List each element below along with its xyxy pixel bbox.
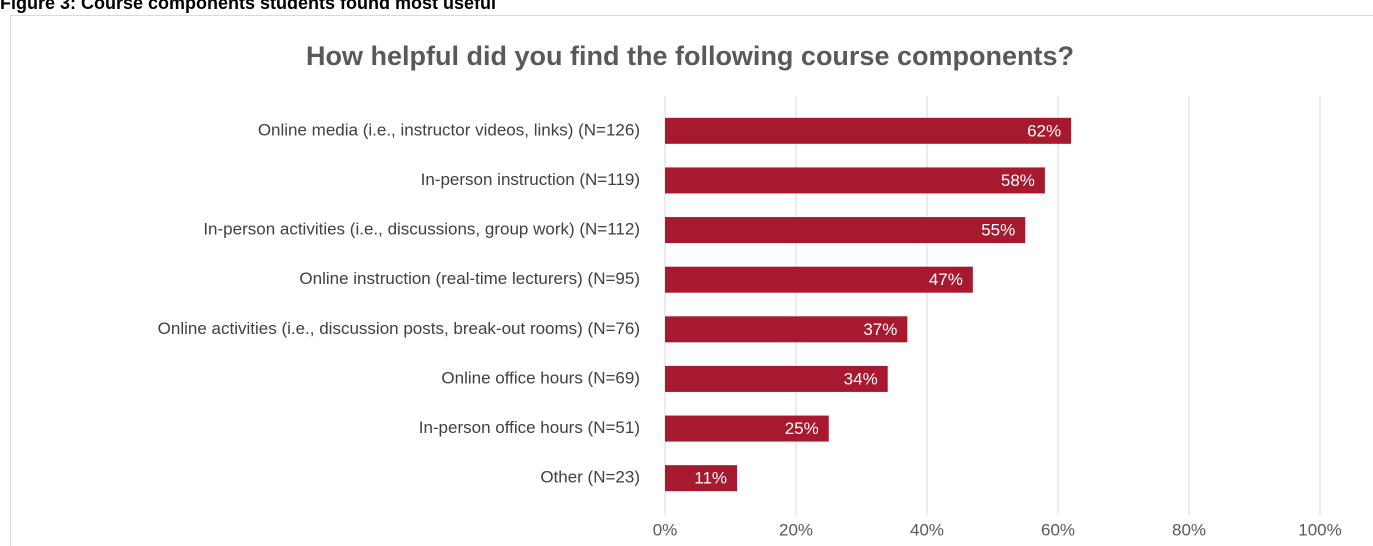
bar [665,167,1045,194]
category-label: In-person instruction (N=119) [421,170,640,189]
x-tick-label: 100% [1298,520,1341,539]
category-label: Online media (i.e., instructor videos, l… [258,120,640,139]
x-tick-label: 80% [1172,520,1206,539]
value-label: 37% [863,320,897,339]
value-label: 25% [785,419,819,438]
bar [665,316,908,343]
value-label: 58% [1001,171,1035,190]
bar [665,117,1072,144]
bar [665,415,829,442]
bar [665,217,1026,244]
value-label: 47% [929,270,963,289]
category-label: Other (N=23) [540,468,640,487]
category-label: In-person office hours (N=51) [419,418,640,437]
x-tick-label: 60% [1041,520,1075,539]
category-label: Online activities (i.e., discussion post… [158,319,640,338]
category-label: In-person activities (i.e., discussions,… [203,220,640,239]
x-tick-label: 0% [653,520,678,539]
x-tick-label: 20% [779,520,813,539]
category-label: Online instruction (real-time lecturers)… [299,269,640,288]
value-label: 34% [844,369,878,388]
bar [665,266,973,293]
category-label: Online office hours (N=69) [441,368,640,387]
value-label: 11% [694,469,727,488]
figure-caption: Figure 3: Course components students fou… [0,0,496,13]
chart-title: How helpful did you find the following c… [306,41,1074,71]
bar [665,465,738,492]
value-label: 55% [981,221,1015,240]
x-tick-label: 40% [910,520,944,539]
value-label: 62% [1027,121,1061,140]
bar [665,365,888,392]
